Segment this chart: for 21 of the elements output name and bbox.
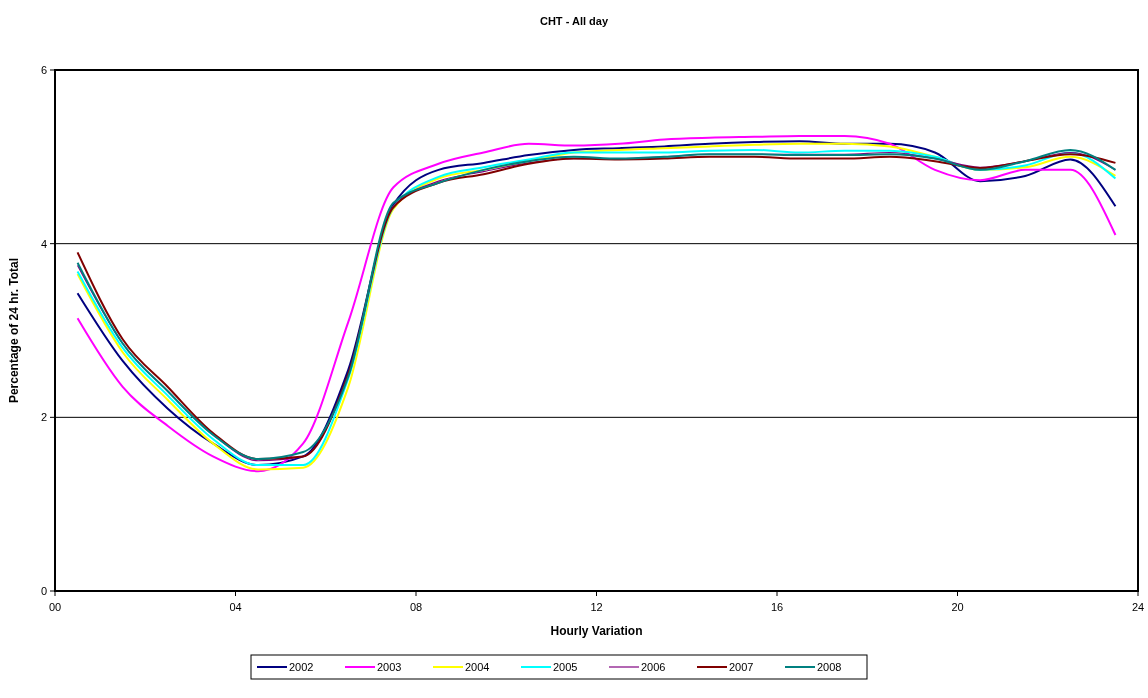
chart-title: CHT - All day <box>539 15 609 27</box>
y-tick-label: 2 <box>40 411 47 424</box>
x-tick-label: 24 <box>1131 601 1145 613</box>
legend-label: 2007 <box>729 661 754 673</box>
x-axis-title: Hourly Variation <box>550 624 643 638</box>
y-axis-title: Percentage of 24 hr. Total <box>7 257 21 404</box>
x-tick-label: 04 <box>229 601 242 613</box>
x-tick-label: 12 <box>590 601 603 613</box>
legend-label: 2002 <box>289 661 314 673</box>
x-tick-label: 00 <box>48 601 62 613</box>
y-tick-label: 0 <box>40 585 47 597</box>
legend-label: 2005 <box>553 661 578 673</box>
x-tick-label: 20 <box>951 601 964 613</box>
legend-label: 2003 <box>377 661 402 673</box>
y-tick-label: 6 <box>40 64 47 76</box>
legend-label: 2006 <box>641 661 666 673</box>
x-tick-label: 08 <box>409 601 423 613</box>
legend-label: 2008 <box>817 661 842 673</box>
legend-label: 2004 <box>465 661 490 673</box>
x-tick-label: 16 <box>770 601 784 613</box>
y-tick-label: 4 <box>40 237 47 250</box>
